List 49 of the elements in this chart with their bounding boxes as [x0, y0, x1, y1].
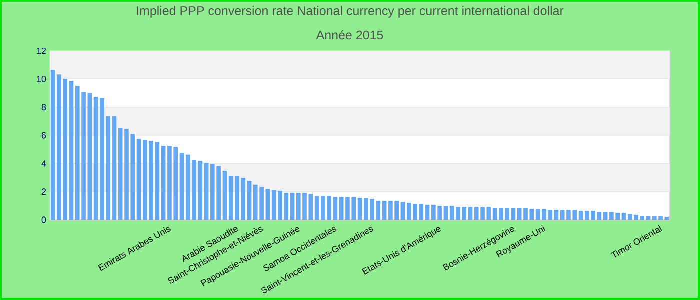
bar — [468, 207, 473, 220]
chart-title: Implied PPP conversion rate National currency per current international dollar — [137, 6, 564, 18]
chart-subtitle: Année 2015 — [316, 30, 384, 40]
bar — [290, 192, 295, 220]
bar — [180, 152, 184, 220]
bar — [155, 142, 160, 220]
y-tick-label: 4 — [42, 160, 46, 167]
bar — [492, 208, 498, 220]
bar — [376, 200, 381, 220]
bar — [554, 210, 559, 220]
bar — [578, 210, 584, 220]
bar — [69, 81, 74, 220]
bar — [425, 204, 430, 220]
bar — [333, 197, 338, 220]
bar — [94, 97, 98, 220]
y-tick-label: 0 — [42, 216, 46, 224]
bar — [646, 216, 651, 220]
bar — [88, 92, 92, 220]
bar — [597, 212, 602, 220]
bar — [266, 189, 270, 220]
bar — [272, 190, 276, 220]
bar — [536, 209, 540, 220]
bar — [198, 160, 203, 220]
bar — [136, 139, 142, 220]
bar — [339, 197, 344, 220]
bar — [444, 206, 448, 220]
bar — [228, 176, 234, 220]
bar — [358, 198, 362, 220]
y-tick-label: 2 — [42, 188, 46, 195]
bar — [400, 202, 406, 220]
bar — [50, 70, 56, 220]
bar — [450, 206, 454, 220]
bar — [161, 146, 166, 220]
bar — [112, 116, 117, 220]
bar — [622, 212, 626, 220]
bar — [314, 196, 320, 220]
bar — [560, 210, 565, 220]
bar — [486, 207, 492, 220]
bar — [382, 200, 387, 220]
bar — [664, 217, 670, 220]
y-tick-label: 12 — [37, 48, 46, 54]
bar — [204, 162, 209, 220]
bar — [222, 170, 228, 220]
y-tick-label: 10 — [37, 76, 46, 82]
bar — [511, 208, 516, 220]
y-tick-label: 6 — [42, 132, 46, 139]
bar — [247, 180, 252, 220]
bar — [603, 212, 608, 220]
y-tick-label: 8 — [42, 104, 46, 111]
